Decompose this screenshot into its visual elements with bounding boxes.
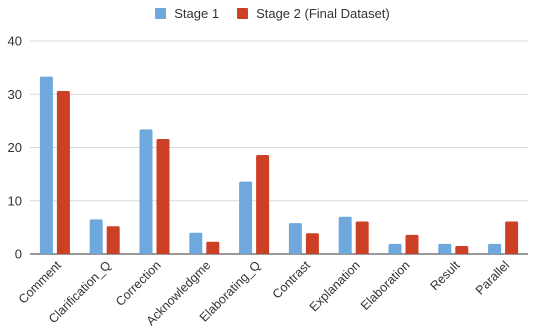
y-tick-label-10: 10 [8, 193, 22, 208]
bar-2-9 [505, 221, 519, 254]
legend-swatch-stage-2 [237, 8, 249, 19]
bar-1-7 [388, 243, 402, 254]
bar-2-5 [305, 233, 319, 254]
y-tick-label-0: 0 [15, 247, 22, 262]
x-tick-label-9: Parallel [473, 258, 512, 297]
bar-2-3 [206, 241, 220, 254]
legend-label-stage-2: Stage 2 (Final Dataset) [256, 6, 390, 21]
bar-1-2 [139, 129, 153, 254]
x-tick-label-6: Explanation [307, 258, 363, 314]
bar-2-0 [56, 91, 70, 255]
bar-2-2 [156, 138, 170, 254]
legend: Stage 1 Stage 2 (Final Dataset) [0, 6, 545, 21]
legend-item-stage-2: Stage 2 (Final Dataset) [237, 6, 390, 21]
bar-2-7 [405, 234, 419, 254]
bar-1-6 [338, 216, 352, 254]
bar-1-3 [189, 232, 203, 254]
bar-2-1 [106, 226, 120, 254]
bar-2-8 [455, 246, 469, 254]
legend-label-stage-1: Stage 1 [174, 6, 220, 21]
x-tick-label-2: Correction [113, 258, 164, 309]
x-tick-label-8: Result [427, 258, 462, 293]
x-tick-label-7: Elaboration [358, 258, 413, 313]
bar-1-0 [39, 76, 53, 255]
y-tick-label-20: 20 [8, 140, 22, 155]
x-tick-label-0: Comment [16, 258, 65, 307]
bar-1-8 [438, 243, 452, 254]
bar-1-4 [239, 181, 253, 254]
y-tick-label-30: 30 [8, 87, 22, 102]
bar-1-5 [288, 223, 302, 254]
y-tick-label-40: 40 [8, 34, 22, 49]
bar-1-9 [488, 243, 502, 254]
x-tick-label-5: Contrast [270, 258, 314, 302]
bar-2-4 [256, 154, 270, 254]
legend-swatch-stage-1 [155, 8, 167, 19]
legend-item-stage-1: Stage 1 [155, 6, 219, 21]
bar-1-1 [89, 219, 103, 254]
bar-2-6 [355, 221, 369, 254]
